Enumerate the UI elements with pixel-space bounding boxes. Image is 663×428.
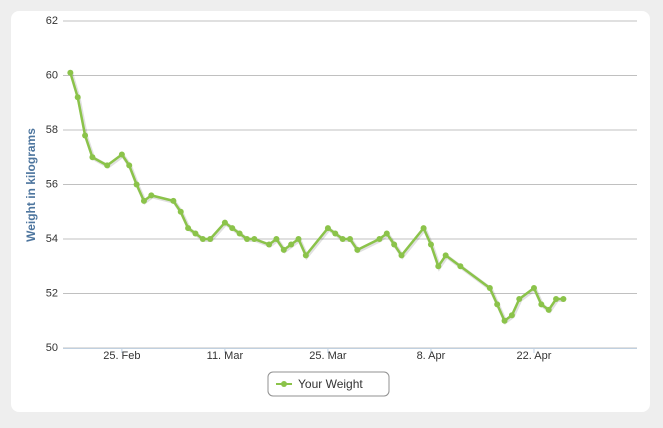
- point: [538, 301, 545, 308]
- point: [251, 236, 258, 242]
- point: [302, 252, 309, 259]
- point: [170, 197, 177, 204]
- point: [185, 225, 192, 232]
- point: [354, 246, 361, 253]
- point: [177, 208, 184, 215]
- point: [457, 263, 464, 270]
- chart-card: [11, 11, 650, 412]
- point: [207, 236, 214, 242]
- point: [398, 252, 405, 259]
- point: [427, 241, 434, 248]
- point: [67, 69, 74, 76]
- point: [280, 246, 287, 253]
- y-tick-label: 60: [46, 69, 58, 81]
- point: [435, 263, 442, 270]
- point: [347, 236, 353, 242]
- point: [221, 219, 228, 226]
- point: [530, 285, 537, 292]
- y-tick-label: 62: [46, 15, 58, 27]
- y-tick-label: 52: [46, 287, 58, 299]
- x-tick-label: 25. Mar: [309, 350, 347, 362]
- x-tick-label: 11. Mar: [207, 350, 244, 362]
- point: [236, 230, 243, 237]
- legend-box[interactable]: [267, 371, 390, 397]
- point: [192, 230, 199, 237]
- point: [501, 317, 508, 324]
- point: [295, 236, 302, 242]
- legend-label[interactable]: Your Weight: [298, 377, 363, 391]
- point: [560, 295, 567, 302]
- point: [104, 162, 111, 169]
- point: [229, 225, 236, 232]
- point: [339, 236, 346, 242]
- point: [553, 295, 560, 302]
- y-tick-label: 50: [46, 342, 58, 354]
- legend-marker: [281, 381, 287, 387]
- point: [486, 285, 493, 292]
- x-tick-label: 22. Apr: [517, 350, 552, 362]
- point: [126, 162, 133, 169]
- point: [273, 236, 280, 242]
- y-tick-label: 58: [46, 124, 58, 136]
- point: [89, 154, 96, 161]
- point: [140, 197, 147, 204]
- point: [148, 192, 155, 199]
- point: [391, 241, 398, 248]
- point: [266, 241, 273, 248]
- point: [288, 241, 295, 248]
- y-axis-title: Weight in kilograms: [24, 128, 38, 242]
- point: [442, 252, 449, 259]
- point: [133, 181, 140, 188]
- point: [383, 230, 390, 237]
- point: [420, 225, 427, 232]
- x-tick-label: 25. Feb: [103, 350, 140, 362]
- point: [118, 151, 125, 158]
- point: [324, 225, 331, 232]
- y-tick-label: 56: [46, 178, 58, 190]
- point: [508, 312, 515, 319]
- x-tick-label: 8. Apr: [417, 350, 446, 362]
- point: [516, 295, 523, 302]
- point: [376, 236, 383, 242]
- point: [332, 230, 339, 237]
- point: [494, 301, 501, 308]
- point: [545, 306, 552, 313]
- y-tick-label: 54: [46, 233, 58, 245]
- point: [199, 236, 206, 242]
- point: [82, 132, 89, 139]
- point: [74, 94, 81, 101]
- point: [243, 236, 250, 242]
